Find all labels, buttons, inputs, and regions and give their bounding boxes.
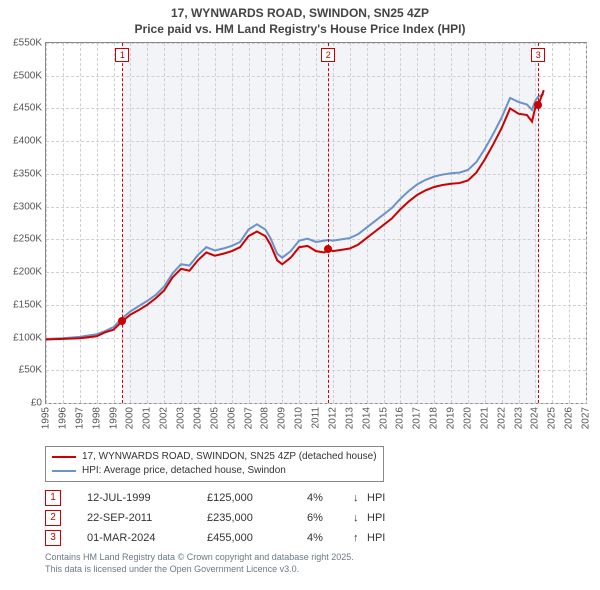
chart-title: 17, WYNWARDS ROAD, SWINDON, SN25 4ZP Pri… xyxy=(0,0,600,37)
sale-point xyxy=(534,101,542,109)
legend-row: HPI: Average price, detached house, Swin… xyxy=(52,464,377,478)
arrow-icon: ↑ xyxy=(353,532,367,544)
x-axis-label: 2010 xyxy=(294,407,305,429)
attribution-line: This data is licensed under the Open Gov… xyxy=(45,564,354,576)
x-axis-label: 2015 xyxy=(378,407,389,429)
sale-price: £125,000 xyxy=(207,492,307,504)
table-row: 1 12-JUL-1999£125,0004%↓HPI xyxy=(45,488,407,508)
x-axis-label: 2001 xyxy=(142,407,153,429)
sale-point xyxy=(324,245,332,253)
plot-area: £0£50K£100K£150K£200K£250K£300K£350K£400… xyxy=(45,42,587,404)
sale-date: 12-JUL-1999 xyxy=(87,492,207,504)
y-axis-label: £150K xyxy=(13,299,42,310)
title-line-1: 17, WYNWARDS ROAD, SWINDON, SN25 4ZP xyxy=(0,6,600,22)
y-axis-label: £250K xyxy=(13,234,42,245)
x-axis-label: 1999 xyxy=(108,407,119,429)
x-axis-label: 2019 xyxy=(446,407,457,429)
x-axis-label: 2008 xyxy=(260,407,271,429)
legend-swatch xyxy=(52,470,76,472)
sale-point xyxy=(118,317,126,325)
y-axis-label: £350K xyxy=(13,168,42,179)
legend-label: 17, WYNWARDS ROAD, SWINDON, SN25 4ZP (de… xyxy=(82,450,377,464)
hpi-pct: 4% xyxy=(307,532,353,544)
x-axis-label: 2026 xyxy=(564,407,575,429)
marker-badge: 1 xyxy=(115,48,129,62)
marker-line xyxy=(538,43,539,403)
line-layer xyxy=(46,43,586,403)
series-line xyxy=(46,90,544,339)
x-axis-label: 2012 xyxy=(327,407,338,429)
row-marker: 3 xyxy=(45,530,61,546)
y-axis-label: £100K xyxy=(13,332,42,343)
marker-line xyxy=(328,43,329,403)
series-line xyxy=(46,94,544,339)
marker-badge: 3 xyxy=(531,48,545,62)
sale-date: 22-SEP-2011 xyxy=(87,512,207,524)
sales-table: 112-JUL-1999£125,0004%↓HPI222-SEP-2011£2… xyxy=(45,488,407,548)
x-axis-label: 2009 xyxy=(277,407,288,429)
x-axis-label: 2025 xyxy=(547,407,558,429)
x-axis-label: 2017 xyxy=(412,407,423,429)
hpi-pct: 4% xyxy=(307,492,353,504)
y-axis-label: £450K xyxy=(13,103,42,114)
sale-date: 01-MAR-2024 xyxy=(87,532,207,544)
x-axis-label: 2003 xyxy=(176,407,187,429)
attribution: Contains HM Land Registry data © Crown c… xyxy=(45,552,354,575)
legend-label: HPI: Average price, detached house, Swin… xyxy=(82,464,286,478)
legend-row: 17, WYNWARDS ROAD, SWINDON, SN25 4ZP (de… xyxy=(52,450,377,464)
x-axis-label: 2020 xyxy=(462,407,473,429)
x-axis-label: 1996 xyxy=(57,407,68,429)
x-axis-label: 2016 xyxy=(395,407,406,429)
x-axis-label: 2018 xyxy=(429,407,440,429)
sale-price: £235,000 xyxy=(207,512,307,524)
x-axis-label: 2006 xyxy=(226,407,237,429)
row-marker: 1 xyxy=(45,490,61,506)
hpi-label: HPI xyxy=(367,492,407,504)
x-axis-label: 2013 xyxy=(344,407,355,429)
x-axis-label: 2021 xyxy=(479,407,490,429)
marker-line xyxy=(122,43,123,403)
gridline-v xyxy=(586,43,587,403)
marker-badge: 2 xyxy=(321,48,335,62)
hpi-pct: 6% xyxy=(307,512,353,524)
legend-swatch xyxy=(52,456,76,458)
x-axis-label: 2023 xyxy=(513,407,524,429)
x-axis-label: 2024 xyxy=(530,407,541,429)
legend: 17, WYNWARDS ROAD, SWINDON, SN25 4ZP (de… xyxy=(45,446,384,482)
gridline-h xyxy=(46,403,586,404)
table-row: 2 22-SEP-2011£235,0006%↓HPI xyxy=(45,508,407,528)
y-axis-label: £50K xyxy=(19,365,42,376)
table-row: 3 01-MAR-2024£455,0004%↑HPI xyxy=(45,528,407,548)
arrow-icon: ↓ xyxy=(353,492,367,504)
y-axis-label: £500K xyxy=(13,70,42,81)
x-axis-label: 1997 xyxy=(74,407,85,429)
y-axis-label: £200K xyxy=(13,267,42,278)
y-axis-label: £300K xyxy=(13,201,42,212)
x-axis-label: 1998 xyxy=(91,407,102,429)
hpi-label: HPI xyxy=(367,532,407,544)
x-axis-label: 2027 xyxy=(581,407,592,429)
x-axis-label: 1995 xyxy=(41,407,52,429)
y-axis-label: £550K xyxy=(13,38,42,49)
title-line-2: Price paid vs. HM Land Registry's House … xyxy=(0,22,600,38)
arrow-icon: ↓ xyxy=(353,512,367,524)
hpi-label: HPI xyxy=(367,512,407,524)
x-axis-label: 2005 xyxy=(209,407,220,429)
x-axis-label: 2000 xyxy=(125,407,136,429)
x-axis-label: 2004 xyxy=(192,407,203,429)
y-axis-label: £400K xyxy=(13,136,42,147)
sale-price: £455,000 xyxy=(207,532,307,544)
x-axis-label: 2022 xyxy=(496,407,507,429)
x-axis-label: 2014 xyxy=(361,407,372,429)
x-axis-label: 2007 xyxy=(243,407,254,429)
x-axis-label: 2011 xyxy=(311,407,322,429)
x-axis-label: 2002 xyxy=(159,407,170,429)
row-marker: 2 xyxy=(45,510,61,526)
attribution-line: Contains HM Land Registry data © Crown c… xyxy=(45,552,354,564)
chart-container: 17, WYNWARDS ROAD, SWINDON, SN25 4ZP Pri… xyxy=(0,0,600,590)
